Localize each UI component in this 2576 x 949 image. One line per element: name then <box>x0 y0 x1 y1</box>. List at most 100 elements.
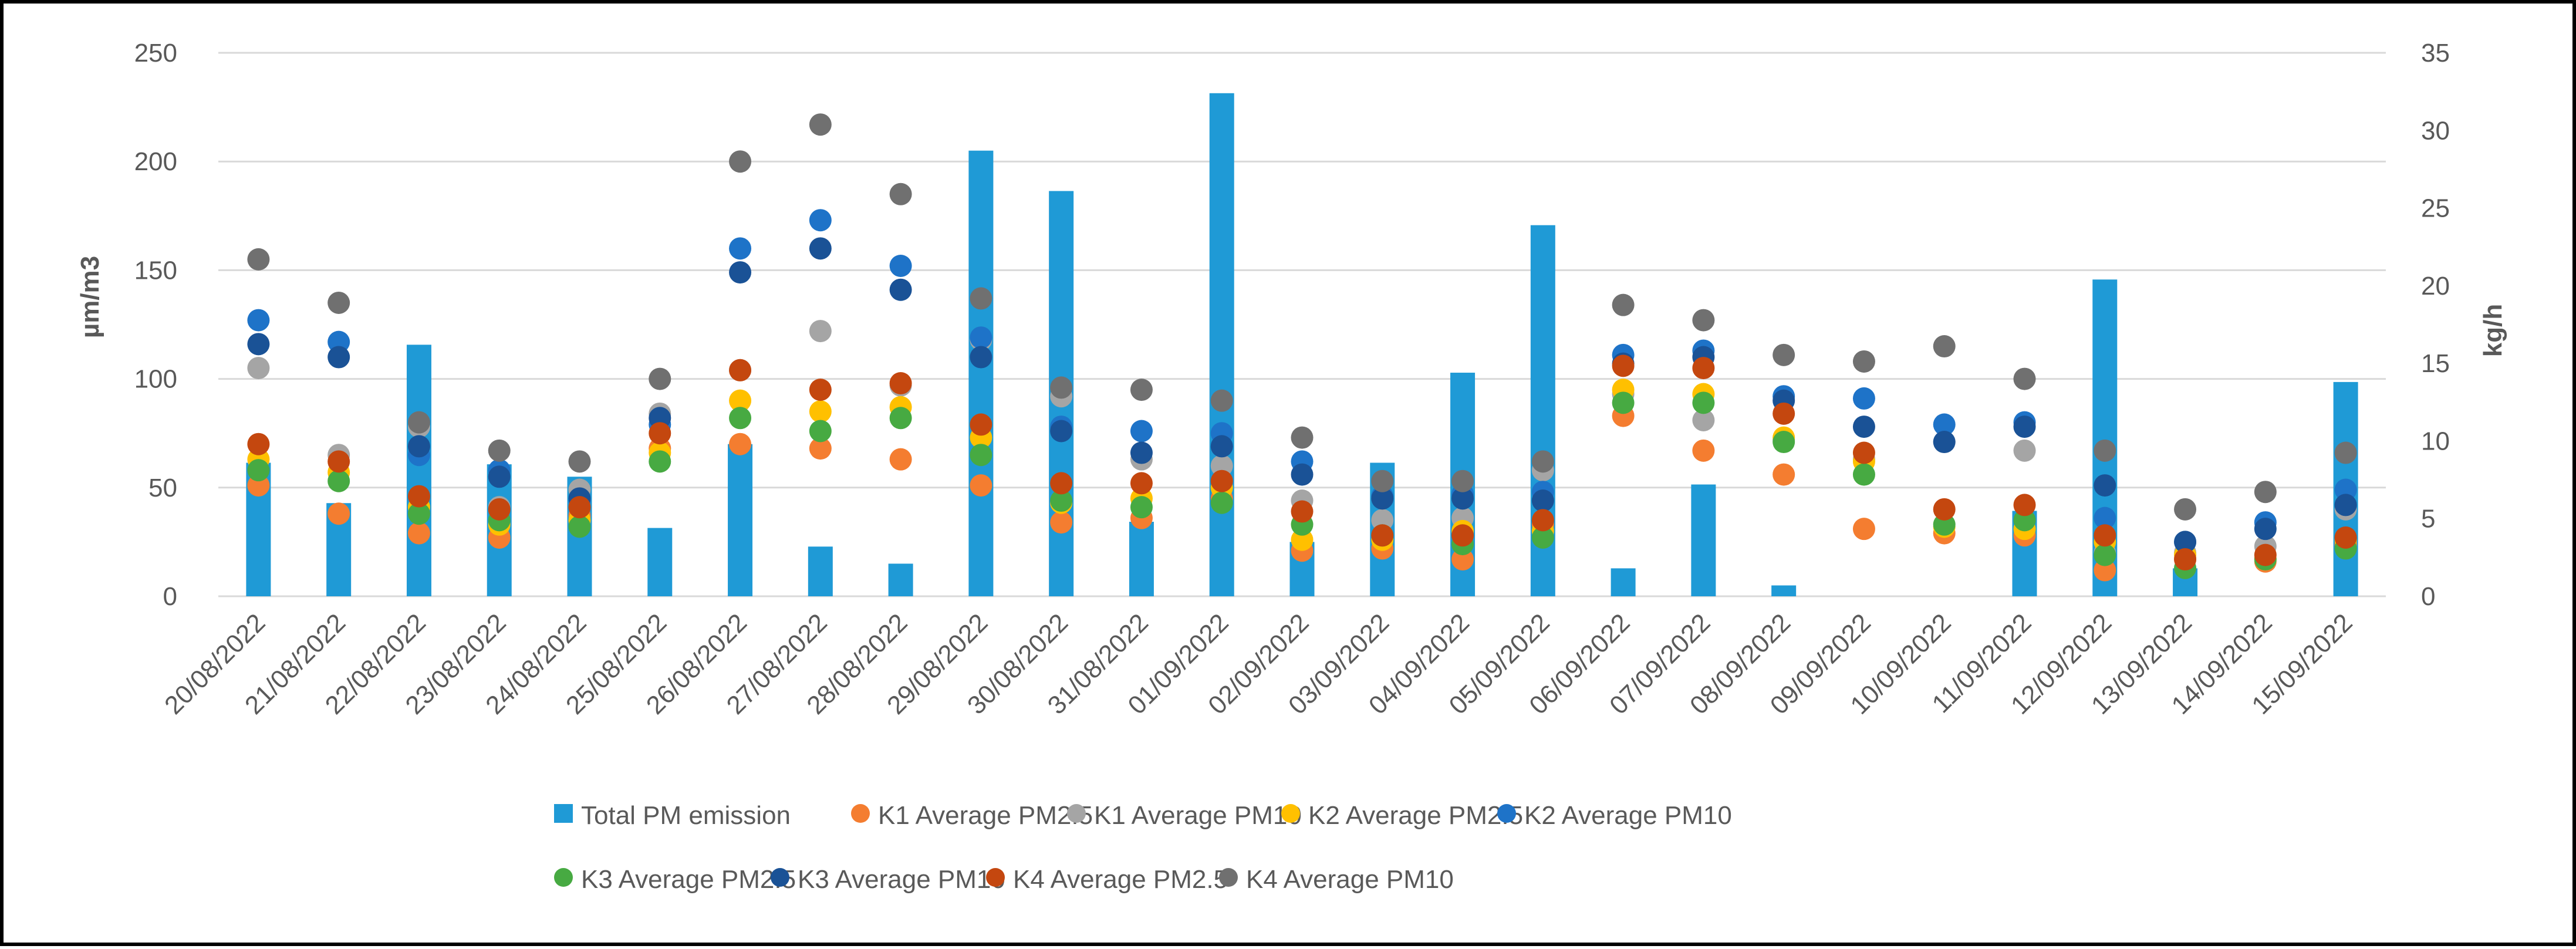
data-point <box>2174 531 2197 553</box>
legend-label: K3 Average PM2.5 <box>581 865 796 894</box>
legend-swatch-marker <box>1067 804 1086 823</box>
data-point <box>407 522 430 545</box>
data-point <box>970 326 992 349</box>
data-point <box>568 515 591 538</box>
scatter-series-group <box>247 113 2357 582</box>
data-point <box>1451 470 1474 492</box>
y-tick-label-left: 200 <box>134 147 177 176</box>
data-point <box>1692 439 1715 462</box>
y-tick-label-left: 100 <box>134 365 177 394</box>
data-point <box>1531 526 1554 549</box>
data-point <box>407 435 430 458</box>
data-point <box>1130 420 1153 443</box>
legend-swatch-marker <box>1497 804 1516 823</box>
data-point <box>1210 389 1233 412</box>
data-point <box>407 411 430 434</box>
data-point <box>809 320 832 343</box>
y-tick-label-right: 15 <box>2421 349 2450 378</box>
data-point <box>1692 309 1715 332</box>
bar-total-pm-emission <box>647 528 673 596</box>
data-point <box>328 470 350 492</box>
data-point <box>247 309 270 332</box>
bar-total-pm-emission <box>1771 585 1797 596</box>
data-point <box>247 333 270 356</box>
data-point <box>1130 441 1153 464</box>
data-point <box>1531 450 1554 473</box>
series-k4-average-pm10 <box>247 113 2357 521</box>
data-point <box>1692 391 1715 414</box>
data-point <box>729 261 752 284</box>
legend-label: K3 Average PM10 <box>798 865 1005 894</box>
data-point <box>729 389 752 412</box>
data-point <box>328 502 350 525</box>
data-point <box>809 209 832 232</box>
data-point <box>729 237 752 260</box>
legend-swatch-marker <box>986 868 1005 887</box>
data-point <box>889 278 912 301</box>
bar-total-pm-emission <box>968 150 994 596</box>
data-point <box>1852 350 1875 373</box>
y-tick-label-right: 5 <box>2421 505 2435 533</box>
data-point <box>568 450 591 473</box>
data-point <box>2254 518 2277 541</box>
y-tick-label-left: 250 <box>134 39 177 67</box>
data-point <box>1933 335 1956 358</box>
data-point <box>1371 487 1394 510</box>
bar-total-pm-emission <box>1691 484 1716 596</box>
data-point <box>1692 408 1715 431</box>
data-point <box>2094 543 2116 566</box>
data-point <box>1291 500 1314 523</box>
data-point <box>889 407 912 430</box>
legend-swatch-marker <box>1281 804 1300 823</box>
data-point <box>1050 420 1073 443</box>
data-point <box>247 248 270 271</box>
data-point <box>1210 435 1233 458</box>
data-point <box>2174 548 2197 571</box>
data-point <box>809 400 832 423</box>
data-point <box>2013 416 2036 438</box>
legend-swatch-bar <box>554 804 573 823</box>
data-point <box>649 450 671 473</box>
bar-total-pm-emission <box>808 546 833 596</box>
data-point <box>1612 354 1635 377</box>
data-point <box>729 359 752 381</box>
data-point <box>1773 343 1795 366</box>
data-point <box>729 407 752 430</box>
legend-label: K4 Average PM10 <box>1246 865 1454 894</box>
data-point <box>328 346 350 369</box>
data-point <box>970 346 992 369</box>
data-point <box>1371 524 1394 547</box>
y-tick-label-left: 0 <box>163 582 177 611</box>
data-point <box>1933 498 1956 521</box>
data-point <box>1692 357 1715 380</box>
y-tick-label-right: 10 <box>2421 427 2450 455</box>
data-point <box>2094 506 2116 529</box>
y-tick-label-left: 50 <box>148 474 177 502</box>
data-point <box>568 496 591 519</box>
data-point <box>1773 402 1795 425</box>
y-axis-label-left: µm/m3 <box>76 256 104 338</box>
data-point <box>1130 496 1153 519</box>
data-point <box>1933 431 1956 454</box>
data-point <box>488 498 511 521</box>
data-point <box>1050 511 1073 534</box>
data-point <box>649 422 671 445</box>
data-point <box>1773 463 1795 486</box>
legend-label: K1 Average PM10 <box>1094 801 1302 830</box>
data-point <box>247 433 270 455</box>
legend-label: Total PM emission <box>581 801 791 830</box>
data-point <box>1852 416 1875 438</box>
bar-total-pm-emission <box>1129 522 1154 596</box>
data-point <box>889 448 912 471</box>
y-tick-label-right: 30 <box>2421 116 2450 145</box>
data-point <box>2254 543 2277 566</box>
data-point <box>488 465 511 488</box>
y-tick-label-right: 0 <box>2421 582 2435 611</box>
left-axis-ticks: 0 50 100 150 200 250 <box>134 39 177 611</box>
data-point <box>970 474 992 497</box>
data-point <box>1371 470 1394 492</box>
data-point <box>2334 526 2357 549</box>
data-point <box>2094 524 2116 547</box>
bar-total-pm-emission <box>888 563 913 596</box>
